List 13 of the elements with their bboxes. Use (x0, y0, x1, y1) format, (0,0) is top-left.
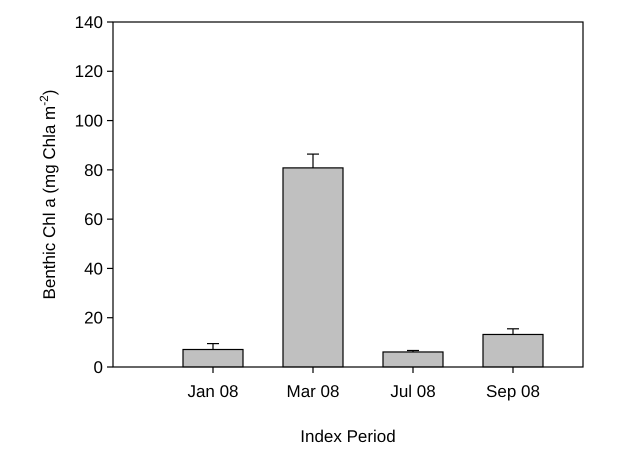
x-tick-label: Jan 08 (187, 382, 239, 401)
y-tick-label: 0 (94, 358, 103, 377)
y-tick-label: 40 (84, 259, 103, 278)
x-tick-label: Sep 08 (486, 382, 540, 401)
y-tick-label: 80 (84, 160, 103, 180)
x-tick-label: Jul 08 (390, 382, 436, 401)
y-tick-label: 100 (74, 112, 103, 131)
x-axis-title: Index Period (300, 427, 396, 446)
y-tick-label: 20 (84, 308, 103, 328)
y-tick-label: 120 (74, 62, 103, 82)
y-tick-label: 140 (74, 12, 103, 32)
y-tick-label: 60 (84, 210, 103, 230)
x-tick-label: Mar 08 (286, 382, 340, 401)
